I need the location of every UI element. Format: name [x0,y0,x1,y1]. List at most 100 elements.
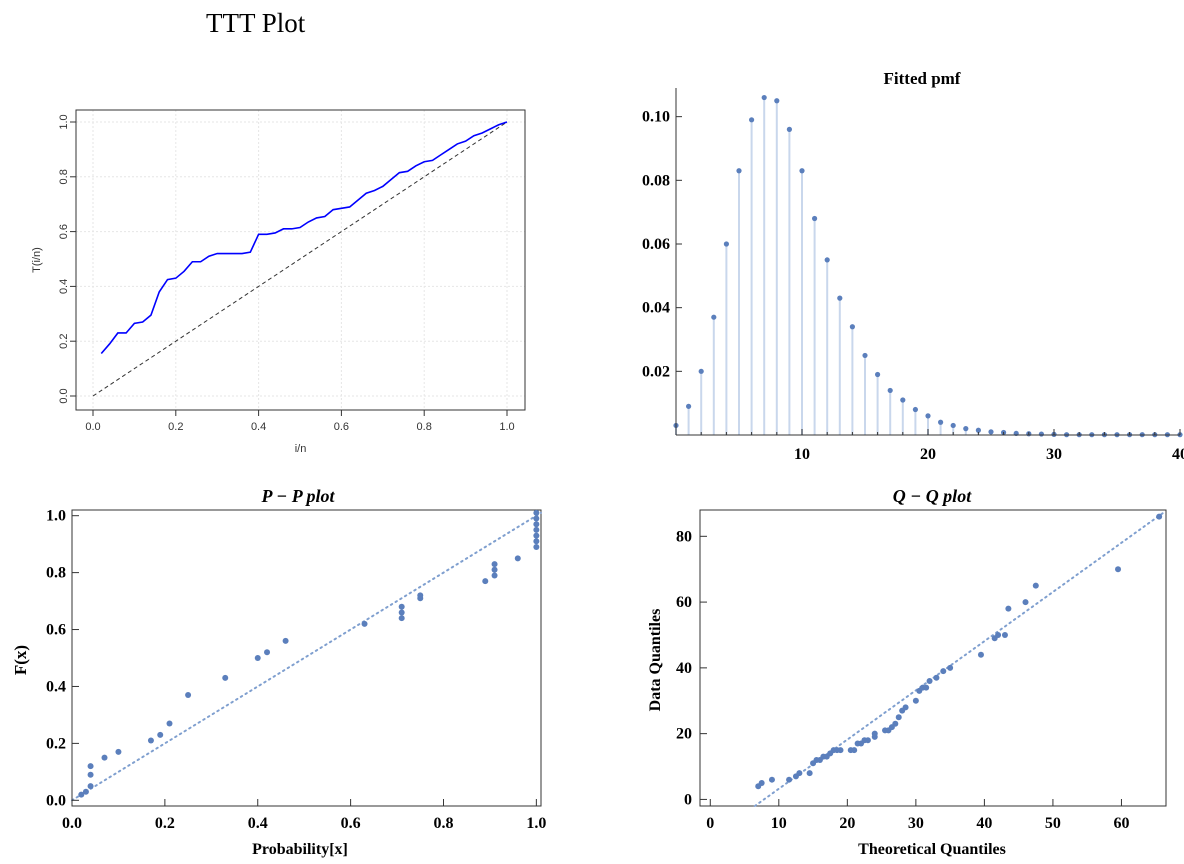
qq-xtick-label: 0 [706,815,714,832]
pp-point [87,771,94,778]
pmf-ytick-label: 0.06 [642,236,670,253]
qq-chart: Q − Q plot 0 10 20 30 40 50 60 0 20 40 60 80 Theoreti… [647,486,1167,858]
pp-point [147,737,154,744]
pp-point [87,783,94,790]
qq-point [1005,605,1012,612]
pp-point [361,620,368,627]
qq-point [923,684,930,691]
pmf-ytick-label: 0.08 [642,172,670,189]
pp-ytick-label: 0.6 [46,622,66,639]
qq-title: Q − Q plot [893,486,972,506]
ttt-frame [75,109,526,411]
pp-point [82,788,89,795]
qq-xtick-label: 10 [771,815,787,832]
pmf-point [900,397,906,403]
pp-xtick-label: 0.4 [248,815,268,832]
qq-point [995,631,1002,638]
pmf-point [925,413,931,419]
pp-frame [71,509,542,807]
pmf-point [761,94,767,101]
pmf-point [686,403,692,409]
qq-point [806,770,813,777]
qq-point [912,697,919,704]
pp-point [398,609,405,616]
pp-xtick-label: 0.6 [341,815,361,832]
pmf-point [963,426,969,432]
pmf-xtick-label: 20 [920,446,936,463]
pp-xtick-label: 0.0 [62,815,82,832]
qq-point [947,664,954,671]
qq-point [902,704,909,711]
pp-ytick-label: 0.2 [46,735,66,752]
pp-point [533,544,540,550]
pmf-title: Fitted pmf [884,69,961,88]
pp-ytick-label: 0.0 [46,792,66,809]
qq-point [768,776,775,783]
pp-ytick-label: 0.4 [46,678,66,695]
qq-point [1032,582,1039,589]
figure-title: TTT Plot [206,8,306,38]
pp-point [185,692,192,698]
ttt-ytick-label: 0.6 [58,224,70,239]
pmf-ytick-label: 0.02 [642,363,670,380]
qq-ytick-label: 0 [684,791,692,808]
pp-xlabel: Probability[x] [252,841,348,858]
pp-point [222,674,229,681]
pmf-point [711,314,717,320]
pp-point [115,748,122,755]
pp-point [157,731,164,738]
pmf-ytick-label: 0.10 [642,109,670,126]
pmf-point [912,406,919,413]
pmf-chart: Fitted pmf 10 20 30 40 0.02 0.04 0.06 0.08 0.10 [642,69,1184,463]
qq-point [1156,513,1163,520]
pp-point [398,603,405,610]
pp-point [166,720,173,727]
pp-ytick-label: 0.8 [46,565,66,582]
pp-xtick-label: 1.0 [526,815,546,832]
pmf-point [938,419,944,425]
pp-point [514,555,521,562]
qq-point [1001,631,1008,638]
qq-point [1115,566,1122,573]
qq-point [837,747,844,754]
qq-ytick-label: 20 [676,726,692,743]
qq-point [796,770,803,777]
pmf-xtick-label: 40 [1172,446,1184,463]
pp-point [533,521,540,528]
pp-point [491,572,498,579]
qq-ytick-label: 80 [676,528,692,545]
ttt-ytick-label: 0.2 [58,334,70,349]
ttt-xtick-label: 0.6 [334,421,349,433]
qq-point [977,651,984,658]
pp-point [87,763,94,770]
pp-point [78,791,85,798]
ttt-ytick-label: 0.0 [58,388,70,403]
qq-xtick-label: 40 [976,815,992,832]
qq-xlabel: Theoretical Quantiles [858,841,1006,858]
qq-ytick-label: 40 [676,660,692,677]
ttt-series-line [100,121,508,355]
pmf-point [1038,431,1044,437]
pp-xtick-label: 0.2 [155,815,175,832]
pp-point [533,538,540,545]
qq-point [895,714,902,721]
pp-point [282,637,289,644]
qq-xtick-label: 20 [839,815,855,832]
pmf-point [774,98,780,104]
pp-point [264,649,271,656]
qq-point [940,668,947,675]
ttt-xtick-label: 0.8 [417,421,432,433]
qq-xtick-label: 60 [1113,815,1129,832]
pp-point [533,526,540,533]
qq-point [1022,599,1029,606]
qq-point [926,678,933,685]
qq-frame [699,509,1167,807]
pmf-xtick-label: 10 [794,446,810,463]
pmf-point [950,422,956,429]
ttt-xtick-label: 0.2 [168,421,183,433]
pp-point [491,561,498,568]
pmf-point [698,368,704,374]
pp-point [533,509,540,516]
pp-ytick-label: 1.0 [46,508,66,525]
qq-point [786,776,793,783]
